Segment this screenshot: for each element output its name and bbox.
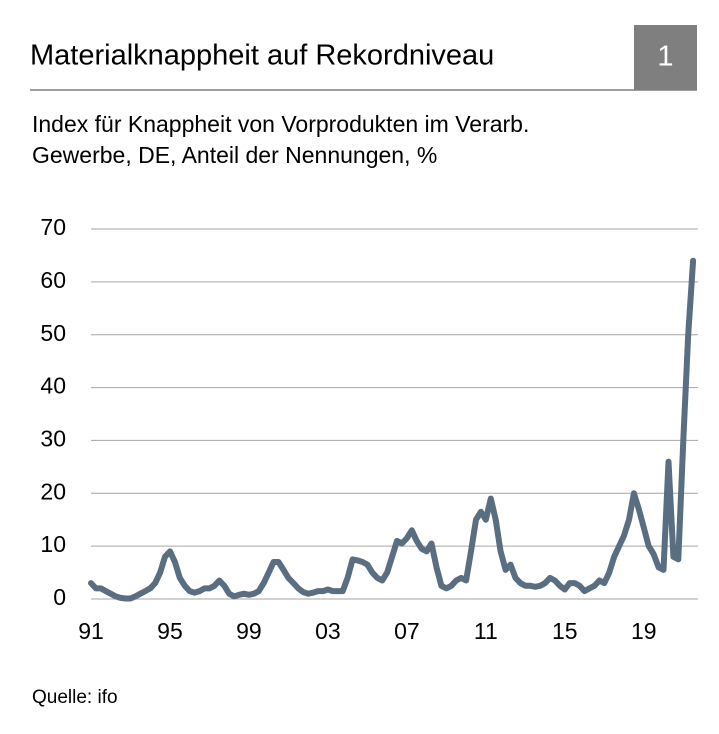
y-tick-label: 0 — [53, 584, 66, 610]
y-tick-label: 10 — [40, 531, 66, 557]
badge: 1 — [657, 41, 673, 73]
x-tick-label: 03 — [315, 618, 341, 644]
y-tick-label: 60 — [40, 267, 66, 293]
chart-title: Materialknappheit auf Rekordniveau — [30, 40, 494, 72]
x-tick-label: 15 — [552, 618, 578, 644]
y-tick-label: 40 — [40, 373, 66, 399]
subtitle: Index für Knappheit von Vorprodukten im … — [32, 111, 529, 137]
x-tick-label: 99 — [236, 618, 262, 644]
subtitle: Gewerbe, DE, Anteil der Nennungen, % — [32, 142, 437, 168]
y-tick-label: 50 — [40, 320, 66, 346]
x-tick-label: 95 — [157, 618, 183, 644]
badge-box — [634, 25, 697, 90]
x-tick-label: 19 — [631, 618, 657, 644]
data-line — [88, 257, 697, 602]
y-tick-label: 70 — [40, 214, 66, 240]
x-tick-label: 07 — [394, 618, 420, 644]
y-tick-label: 20 — [40, 478, 66, 504]
x-tick-label: 91 — [78, 618, 104, 644]
x-tick-label: 11 — [474, 618, 498, 644]
source: Quelle: ifo — [32, 687, 118, 708]
y-tick-label: 30 — [40, 426, 66, 452]
